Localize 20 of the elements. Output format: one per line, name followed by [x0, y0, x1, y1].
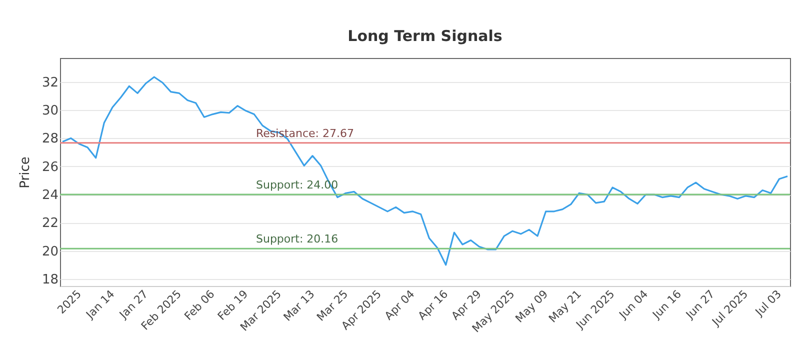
y-tick-label: 32 [42, 75, 58, 90]
y-axis-title: Price [18, 156, 33, 188]
chart-title: Long Term Signals [348, 27, 502, 45]
x-tick-label: Jan 14 [82, 288, 118, 322]
y-tick-label: 20 [42, 244, 58, 260]
x-tick-label: Jun 04 [616, 288, 651, 322]
x-tick-label: Mar 13 [281, 288, 318, 324]
x-tick-label: Jun 16 [649, 288, 684, 322]
ref-line-label: Support: 20.16 [256, 232, 338, 246]
x-tick-label: Apr 04 [382, 288, 418, 323]
x-tick-label: Jul 03 [752, 288, 784, 320]
y-tick-label: 30 [42, 104, 58, 119]
line-series [62, 76, 788, 266]
x-tick-label: Feb 06 [182, 288, 218, 323]
y-tick-label: 22 [42, 216, 58, 232]
y-tick-label: 18 [42, 272, 58, 288]
y-tick-label: 24 [42, 188, 58, 204]
y-tick-label: 26 [42, 160, 58, 175]
y-tick-label: 28 [42, 132, 58, 147]
x-tick-label: Apr 16 [416, 288, 451, 323]
